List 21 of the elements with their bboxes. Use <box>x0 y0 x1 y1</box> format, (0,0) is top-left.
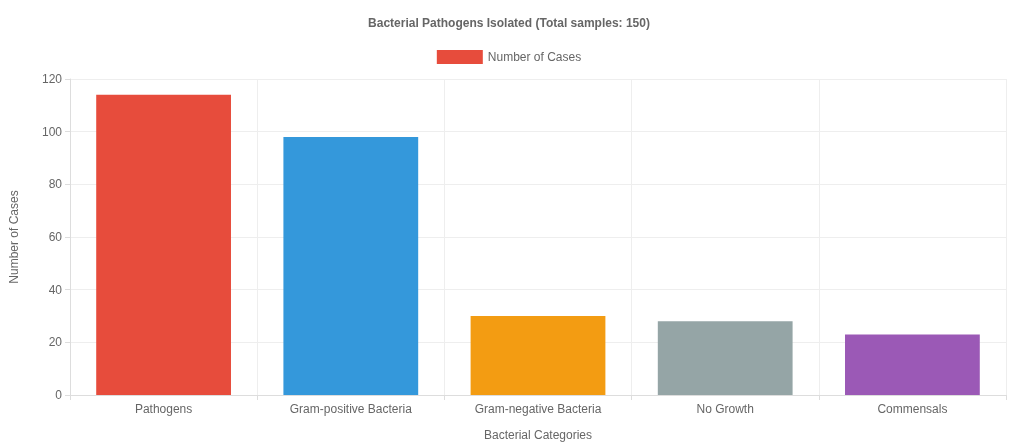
bar <box>845 334 980 395</box>
x-tick-label: Pathogens <box>134 402 193 416</box>
x-tick-label: No Growth <box>696 402 754 416</box>
x-tick-label: Gram-positive Bacteria <box>289 402 413 416</box>
y-axis-title: Number of Cases <box>7 190 21 284</box>
bar <box>283 136 419 395</box>
y-tick-label: 20 <box>48 335 63 350</box>
x-tick-label: Gram-negative Bacteria <box>474 402 602 416</box>
y-tick-label: 120 <box>41 72 63 86</box>
x-axis-title: Bacterial Categories <box>483 428 593 442</box>
x-tick-label: Commensals <box>877 402 948 416</box>
chart-title: Bacterial Pathogens Isolated (Total samples: 150) <box>368 16 650 30</box>
y-tick-label: 80 <box>48 177 63 192</box>
y-tick-label: 0 <box>55 388 63 402</box>
bar <box>470 316 606 395</box>
y-tick-label: 60 <box>48 230 63 244</box>
bar <box>96 94 231 395</box>
y-tick-label: 100 <box>41 124 63 139</box>
y-tick-label: 40 <box>48 282 63 297</box>
legend-label: Number of Cases <box>487 50 582 64</box>
bar <box>657 321 793 395</box>
